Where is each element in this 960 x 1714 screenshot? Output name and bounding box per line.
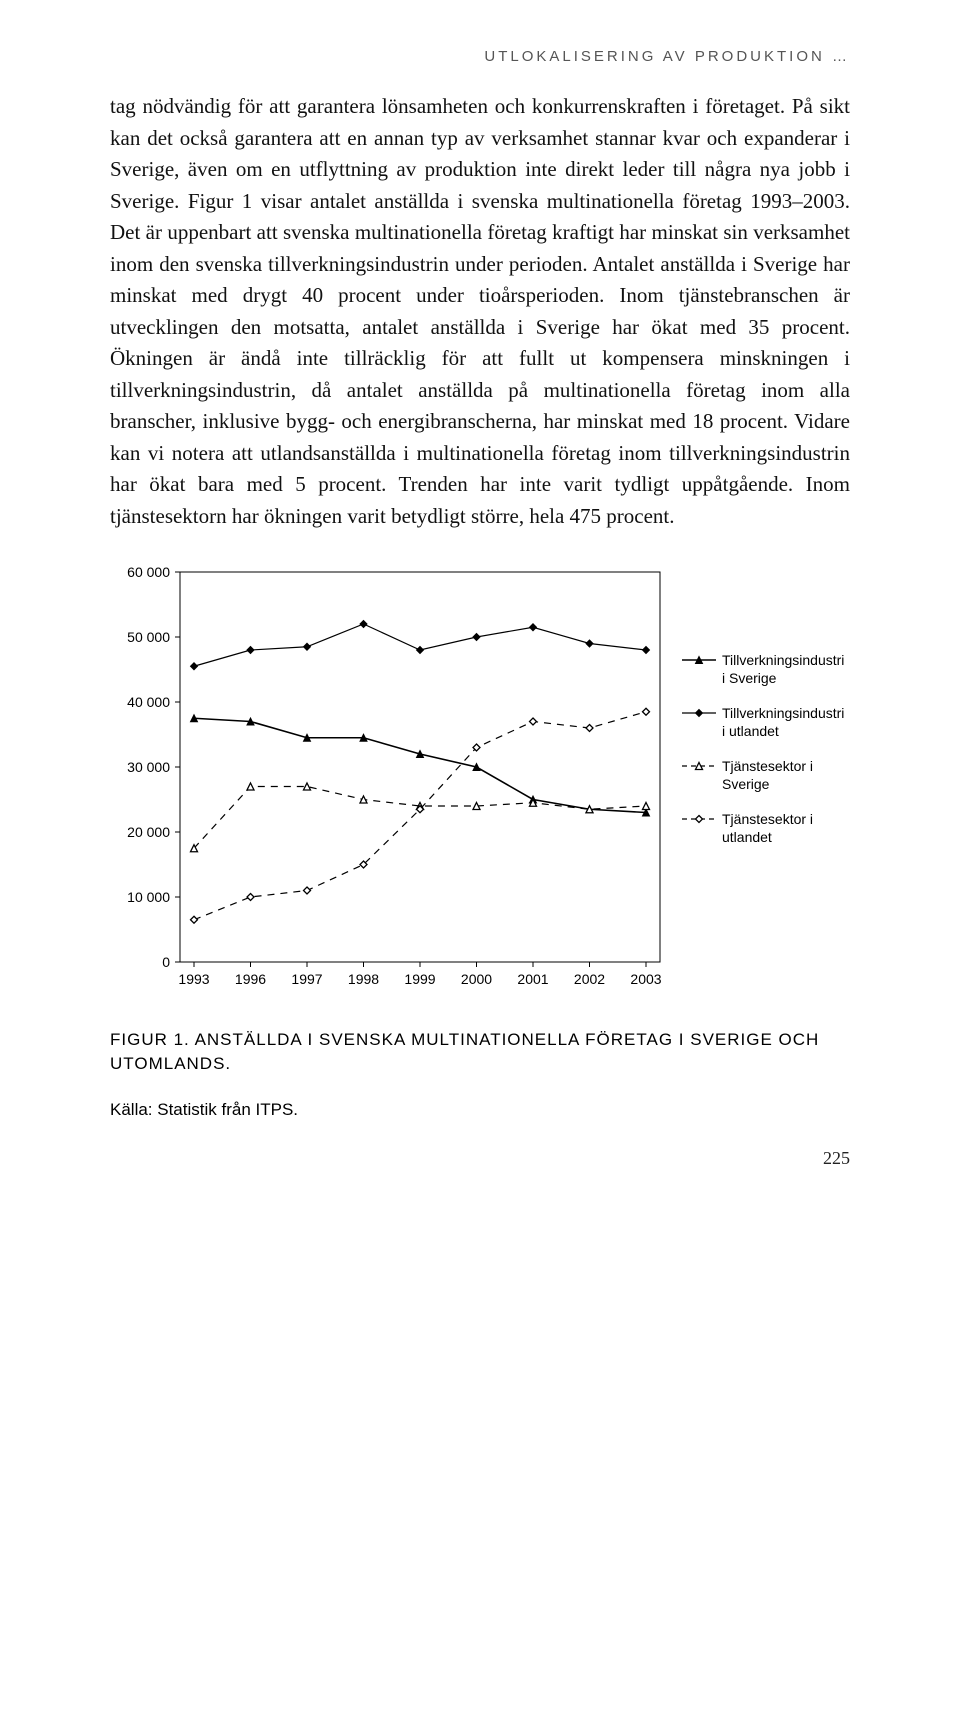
legend-label: Tjänstesektor i utlandet (722, 811, 840, 846)
caption-line-1: FIGUR 1. ANSTÄLLDA I SVENSKA MULTINATION… (110, 1030, 850, 1050)
legend-item: Tillverkningsindustri i utlandet (682, 705, 840, 740)
figure-1: 0 10 000 20 000 30 000 40 000 50 000 60 000 199… (110, 562, 850, 1002)
legend-item: Tjänstesektor i Sverige (682, 758, 840, 793)
figure-source: Källa: Statistik från ITPS. (110, 1100, 850, 1120)
figure-caption: FIGUR 1. ANSTÄLLDA I SVENSKA MULTINATION… (110, 1030, 850, 1074)
svg-text:30 000: 30 000 (127, 759, 170, 775)
line-chart: 0 10 000 20 000 30 000 40 000 50 000 60 000 199… (110, 562, 670, 1002)
legend-label: Tillverkningsindustri i utlandet (722, 705, 844, 740)
svg-text:1998: 1998 (348, 971, 379, 987)
svg-text:1999: 1999 (404, 971, 435, 987)
svg-text:0: 0 (162, 954, 170, 970)
svg-text:60 000: 60 000 (127, 564, 170, 580)
svg-text:1996: 1996 (235, 971, 266, 987)
caption-line-2: UTOMLANDS. (110, 1054, 850, 1074)
svg-text:1997: 1997 (291, 971, 322, 987)
legend-swatch-icon (682, 758, 716, 774)
legend-swatch-icon (682, 705, 716, 721)
svg-text:1993: 1993 (178, 971, 209, 987)
svg-text:50 000: 50 000 (127, 629, 170, 645)
legend-item: Tjänstesektor i utlandet (682, 811, 840, 846)
legend-swatch-icon (682, 652, 716, 668)
svg-text:20 000: 20 000 (127, 824, 170, 840)
chart-legend: Tillverkningsindustri i Sverige Tillverkn… (670, 562, 840, 864)
body-paragraph: tag nödvändig för att garantera lönsamhe… (110, 91, 850, 532)
legend-label: Tjänstesektor i Sverige (722, 758, 840, 793)
svg-text:10 000: 10 000 (127, 889, 170, 905)
page: UTLOKALISERING AV PRODUKTION … tag nödvä… (0, 0, 960, 1209)
svg-text:2000: 2000 (461, 971, 492, 987)
legend-item: Tillverkningsindustri i Sverige (682, 652, 840, 687)
page-number: 225 (110, 1148, 850, 1169)
legend-label: Tillverkningsindustri i Sverige (722, 652, 844, 687)
legend-swatch-icon (682, 811, 716, 827)
svg-text:2001: 2001 (517, 971, 548, 987)
svg-text:2003: 2003 (630, 971, 661, 987)
svg-text:2002: 2002 (574, 971, 605, 987)
running-head: UTLOKALISERING AV PRODUKTION … (110, 48, 850, 65)
svg-text:40 000: 40 000 (127, 694, 170, 710)
